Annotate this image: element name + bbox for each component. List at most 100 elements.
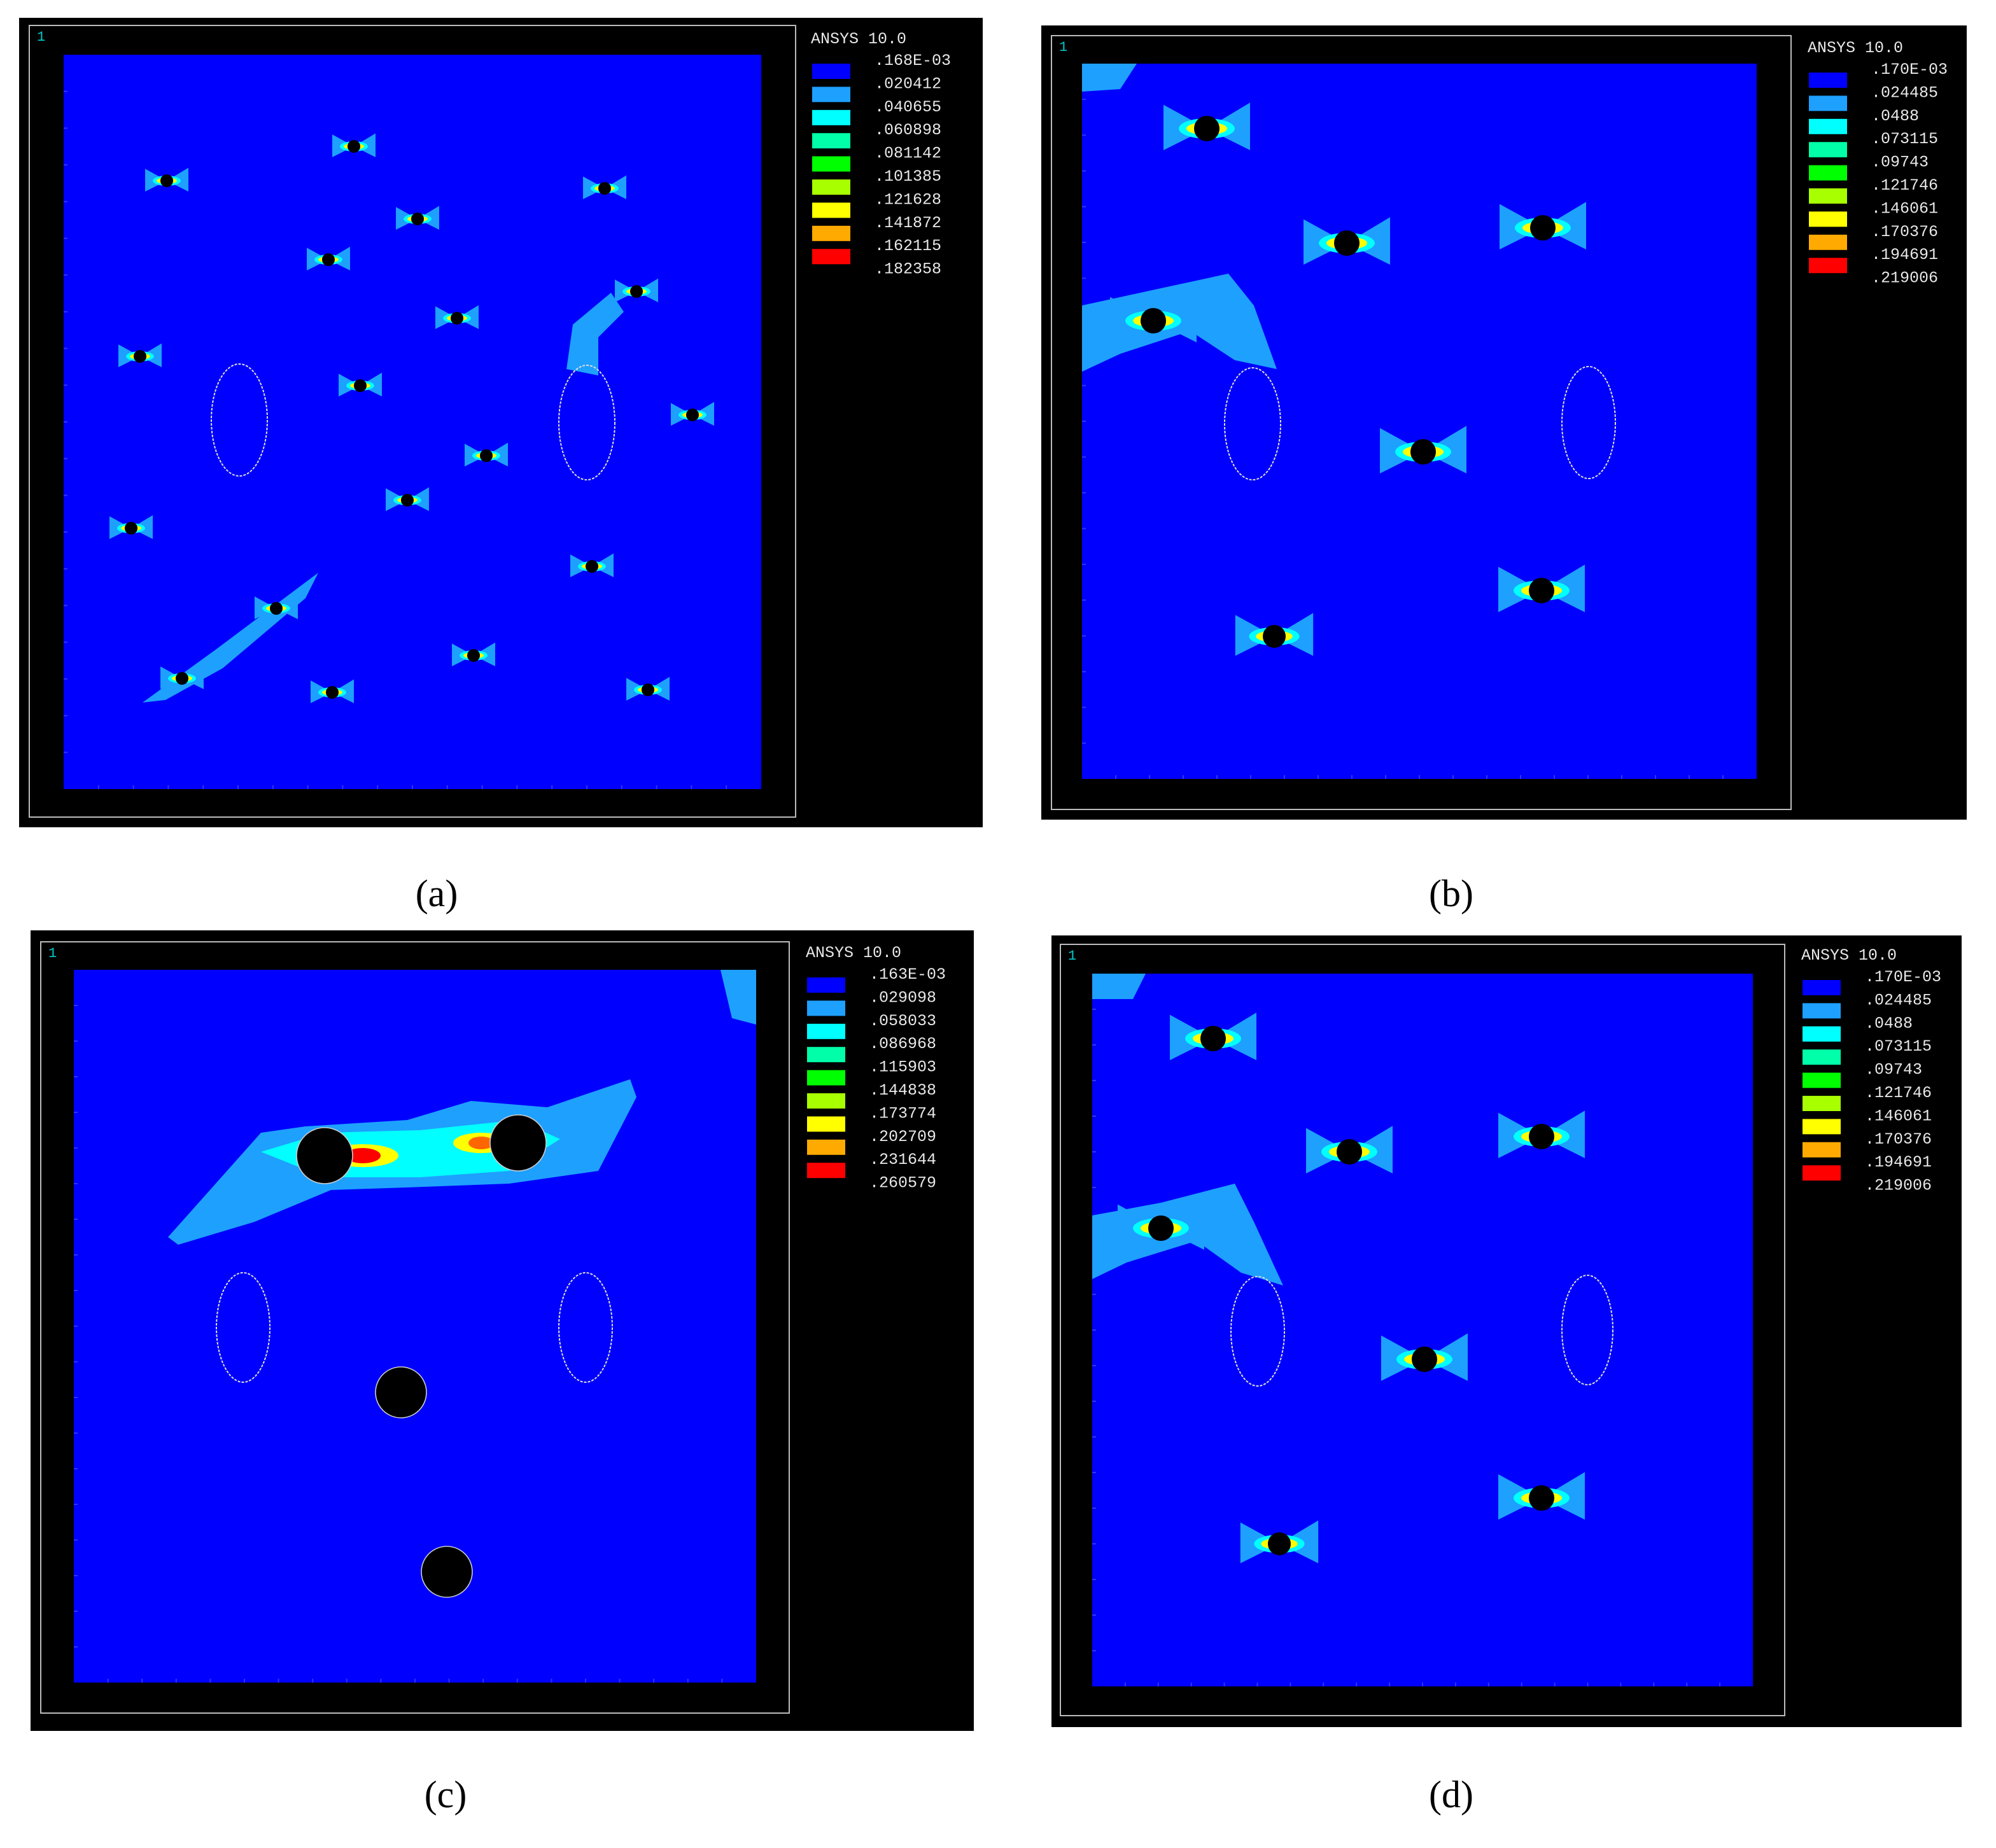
inclusion-hole [296, 1127, 353, 1184]
stress-zone [583, 175, 626, 199]
inclusion-hole [270, 602, 283, 615]
stress-zone [1240, 1520, 1319, 1564]
inclusion-hole [348, 140, 360, 153]
legend-swatch [1809, 211, 1847, 227]
legend-label: .170376 [1871, 223, 1938, 241]
window-frame [40, 941, 790, 1714]
window-frame [1060, 944, 1785, 1716]
panel: 1 ANSYS 10.0 .168E-03 .020412 .040655 .060898… [19, 18, 983, 914]
legend-label: .121746 [1865, 1084, 1932, 1102]
plate [74, 970, 756, 1683]
stress-zone [307, 246, 350, 270]
stress-zone [1306, 1126, 1393, 1173]
legend-swatch [1803, 1165, 1841, 1181]
elliptical-hole [211, 363, 268, 477]
legend-swatch [807, 1093, 845, 1109]
stress-zone [1235, 613, 1314, 656]
legend-swatch [807, 1070, 845, 1086]
stress-zone [570, 553, 614, 577]
legend-label: .231644 [869, 1151, 936, 1169]
plate [1092, 974, 1753, 1686]
stress-zone [1092, 974, 1146, 999]
inclusion-hole [1268, 1532, 1291, 1555]
inclusion-hole [1529, 578, 1554, 603]
elliptical-hole [558, 1272, 613, 1383]
legend-label: .040655 [875, 98, 941, 116]
stress-zone [1170, 1012, 1256, 1060]
stress-zone [452, 642, 495, 666]
elliptical-hole [216, 1272, 271, 1383]
inclusion-hole [480, 449, 493, 462]
inclusion-hole [630, 285, 643, 298]
elliptical-hole [1561, 366, 1616, 479]
inclusion-hole [1529, 1124, 1554, 1149]
legend-label: .0488 [1865, 1014, 1913, 1033]
elliptical-hole [1561, 1275, 1613, 1385]
stress-zone [566, 293, 624, 375]
plate [1082, 64, 1757, 779]
legend-label: .146061 [1871, 199, 1938, 218]
stress-zone [396, 206, 439, 230]
stress-zone [332, 133, 376, 157]
legend-label: .170E-03 [1865, 968, 1941, 986]
inclusion-hole [421, 1546, 473, 1598]
stress-zone [1380, 426, 1466, 473]
window-number: 1 [1059, 39, 1067, 55]
panel-caption: (a) [416, 872, 458, 914]
panel-caption: (b) [1429, 872, 1473, 914]
software-label: ANSYS 10.0 [1808, 39, 1903, 57]
legend-label: .086968 [869, 1035, 936, 1053]
stress-zone [345, 1148, 381, 1163]
legend-swatch [812, 179, 850, 195]
stress-zone [339, 372, 382, 396]
inclusion-hole [586, 560, 598, 573]
inclusion-hole [1337, 1139, 1362, 1165]
stress-zone [1304, 217, 1390, 265]
software-label: ANSYS 10.0 [806, 944, 901, 962]
legend-swatch [812, 202, 850, 218]
legend-swatch [1809, 73, 1847, 88]
legend-swatch [812, 133, 850, 149]
inclusion-hole [134, 350, 146, 363]
stress-zone [1118, 1202, 1204, 1250]
legend-label: .121628 [875, 190, 941, 209]
software-label: ANSYS 10.0 [811, 30, 906, 48]
legend-label: .202709 [869, 1128, 936, 1146]
software-label: ANSYS 10.0 [1801, 946, 1897, 965]
legend-label: .09743 [1865, 1061, 1922, 1079]
legend-label: .115903 [869, 1058, 936, 1077]
inclusion-hole [1334, 230, 1360, 256]
legend-swatch [1803, 1049, 1841, 1065]
legend-swatch [812, 249, 850, 265]
legend-swatch [1809, 188, 1847, 204]
legend-swatch [1809, 95, 1847, 111]
legend-swatch [812, 156, 850, 172]
legend-swatch [807, 1000, 845, 1016]
stress-zone [720, 970, 756, 1025]
window-frame [1051, 35, 1792, 810]
inclusion-hole [176, 672, 188, 685]
stress-zone [615, 278, 658, 302]
legend-swatch [807, 1139, 845, 1155]
window-number: 1 [1068, 948, 1076, 964]
legend-label: .101385 [875, 167, 941, 186]
legend-swatch [1809, 118, 1847, 134]
inclusion-hole [489, 1114, 547, 1172]
inclusion-hole [375, 1366, 427, 1418]
stress-zone [145, 167, 188, 192]
inclusion-hole [1194, 116, 1219, 141]
inclusion-hole [160, 174, 173, 187]
legend-swatch [807, 1116, 845, 1132]
legend-swatch [807, 1047, 845, 1063]
inclusion-hole [1141, 308, 1166, 333]
panel-caption: (c) [425, 1774, 467, 1816]
legend-label: .029098 [869, 988, 936, 1007]
legend-label: .020412 [875, 74, 941, 93]
legend-swatch [1803, 1142, 1841, 1158]
stress-zone [386, 487, 429, 511]
legend-label: .060898 [875, 121, 941, 139]
stress-zone [1381, 1333, 1468, 1381]
stress-zone [1163, 102, 1250, 150]
legend-label: .168E-03 [875, 52, 951, 70]
legend-label: .162115 [875, 237, 941, 255]
